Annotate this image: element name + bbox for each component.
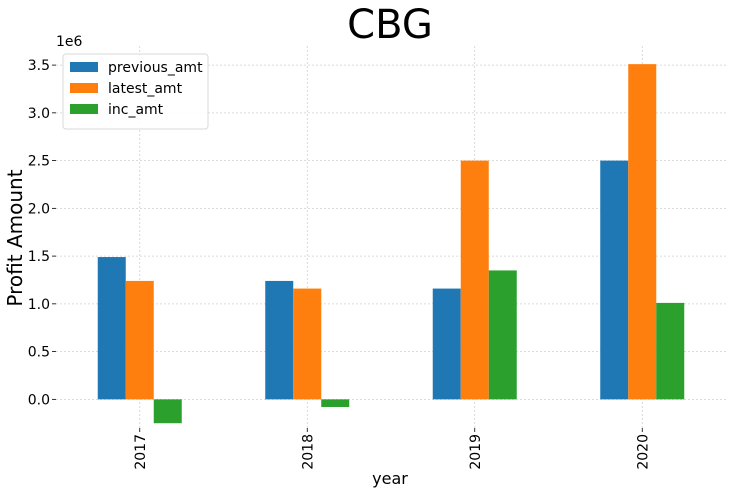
y-ticks: 0.0 0.5 1.0 1.5 2.0 2.5 3.0 3.5 (28, 58, 56, 408)
y-tick-label: 3.5 (28, 58, 50, 74)
x-tick-label: 2018 (300, 434, 316, 470)
chart-title: CBG (347, 2, 433, 48)
bar-inc_amt-2020 (656, 302, 685, 400)
bar-latest_amt-2017 (125, 280, 154, 400)
bar-previous_amt-2020 (600, 160, 629, 400)
bar-previous_amt-2017 (97, 257, 126, 400)
bars (97, 64, 685, 424)
legend-swatch-latest_amt (70, 83, 98, 93)
bar-inc_amt-2018 (321, 399, 350, 407)
x-tick-label: 2019 (468, 434, 484, 470)
legend-label-latest_amt: latest_amt (108, 81, 183, 97)
y-tick-label: 0.5 (28, 345, 50, 361)
y-tick-label: 2.5 (28, 154, 50, 170)
legend-box (62, 53, 209, 130)
legend-swatch-previous_amt (70, 62, 98, 72)
x-axis-label: year (372, 469, 408, 488)
bar-latest_amt-2018 (293, 288, 322, 400)
legend-label-inc_amt: inc_amt (108, 102, 164, 118)
y-tick-label: 1.5 (28, 249, 50, 265)
bar-inc_amt-2019 (488, 270, 517, 400)
bar-latest_amt-2019 (460, 160, 489, 400)
bar-inc_amt-2017 (153, 399, 182, 424)
y-axis-label: Profit Amount (3, 169, 27, 306)
x-tick-label: 2020 (635, 434, 651, 470)
bar-previous_amt-2018 (265, 280, 294, 400)
legend: previous_amt latest_amt inc_amt (62, 53, 209, 130)
bar-previous_amt-2019 (432, 288, 461, 400)
legend-label-previous_amt: previous_amt (108, 60, 203, 76)
x-tick-label: 2017 (133, 434, 149, 470)
y-tick-label: 3.0 (28, 106, 50, 122)
y-offset-label: 1e6 (56, 34, 83, 50)
y-tick-label: 0.0 (28, 392, 50, 408)
y-tick-label: 1.0 (28, 297, 50, 313)
x-ticks: 2017 2018 2019 2020 (133, 428, 651, 470)
legend-swatch-inc_amt (70, 104, 98, 114)
bar-latest_amt-2020 (628, 64, 657, 400)
y-tick-label: 2.0 (28, 201, 50, 217)
